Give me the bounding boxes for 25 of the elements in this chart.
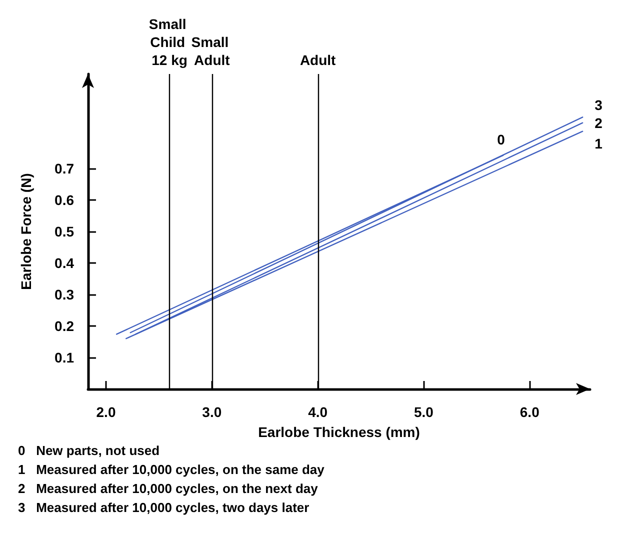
text: 2 Measured after 10,000 cycles, on the next day: [18, 481, 319, 496]
ref-line-label: Adult: [300, 52, 336, 68]
x-axis-title: Earlobe Thickness (mm): [258, 424, 420, 440]
y-tick-label: 0.2: [54, 318, 74, 334]
y-axis-title: Earlobe Force (N): [18, 173, 34, 290]
text: 3 Measured after 10,000 cycles, two days later: [18, 500, 310, 515]
y-tick-label: 0.1: [54, 350, 74, 366]
y-tick-label: 0.4: [54, 255, 74, 271]
ref-line-label: Small Child 12 kg: [148, 16, 190, 68]
series-label: 3: [594, 97, 603, 114]
series-label: 2: [594, 114, 603, 131]
x-tick-label: 2.0: [96, 404, 116, 420]
x-tick-label: 4.0: [308, 404, 328, 420]
text: 0 New parts, not used: [18, 443, 160, 458]
y-tick-label: 0.7: [54, 160, 74, 176]
y-tick-label: 0.5: [54, 224, 74, 240]
y-tick-label: 0.6: [54, 192, 74, 208]
series-label: 1: [594, 135, 603, 152]
x-tick-label: 3.0: [202, 404, 222, 420]
text: 1 Measured after 10,000 cycles, on the same day: [18, 462, 326, 477]
x-tick-label: 5.0: [414, 404, 434, 420]
series-label: 0: [497, 131, 506, 148]
y-tick-label: 0.3: [54, 286, 74, 302]
x-tick-label: 6.0: [520, 404, 540, 420]
ref-line-label: Small Adult: [191, 34, 233, 68]
